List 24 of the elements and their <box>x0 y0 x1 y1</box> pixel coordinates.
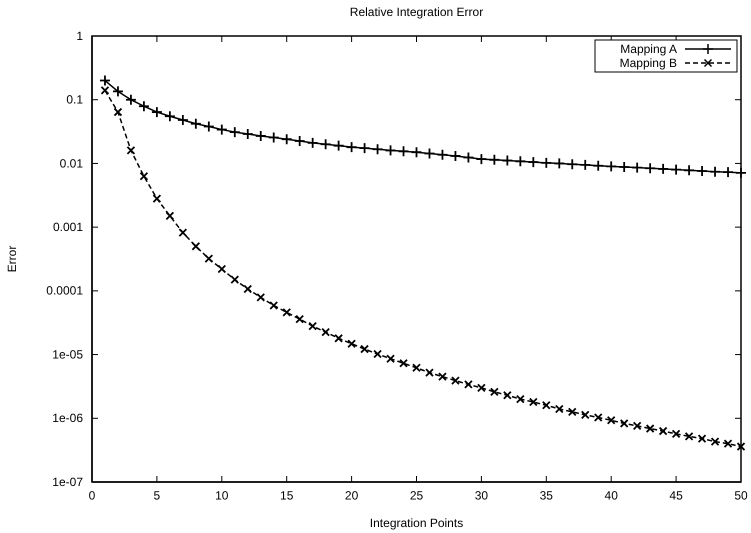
x-tick-label: 15 <box>280 488 294 503</box>
x-axis-title: Integration Points <box>370 516 464 530</box>
x-tick-label: 45 <box>669 488 684 503</box>
legend-label: Mapping B <box>620 56 677 70</box>
y-tick-label: 1 <box>76 28 84 43</box>
legend-label: Mapping A <box>620 42 677 56</box>
y-tick-label: 0.1 <box>66 92 84 107</box>
y-tick-label: 0.0001 <box>46 284 84 298</box>
y-tick-label: 1e-05 <box>52 347 84 362</box>
x-tick-label: 10 <box>215 488 229 503</box>
x-tick-label: 20 <box>344 488 359 503</box>
x-tick-label: 50 <box>734 488 748 503</box>
chart-title: Relative Integration Error <box>350 5 484 19</box>
y-tick-label: 1e-07 <box>52 474 84 489</box>
x-tick-label: 35 <box>540 488 554 503</box>
x-tick-label: 30 <box>474 488 488 503</box>
x-tick-label: 5 <box>154 488 161 503</box>
x-tick-label: 40 <box>604 488 618 503</box>
y-tick-label: 0.01 <box>60 156 84 170</box>
x-tick-label: 25 <box>410 488 424 503</box>
y-axis-title: Error <box>5 246 19 272</box>
y-tick-label: 0.001 <box>52 220 84 234</box>
x-tick-label: 0 <box>88 488 96 503</box>
y-tick-label: 1e-06 <box>52 411 84 426</box>
